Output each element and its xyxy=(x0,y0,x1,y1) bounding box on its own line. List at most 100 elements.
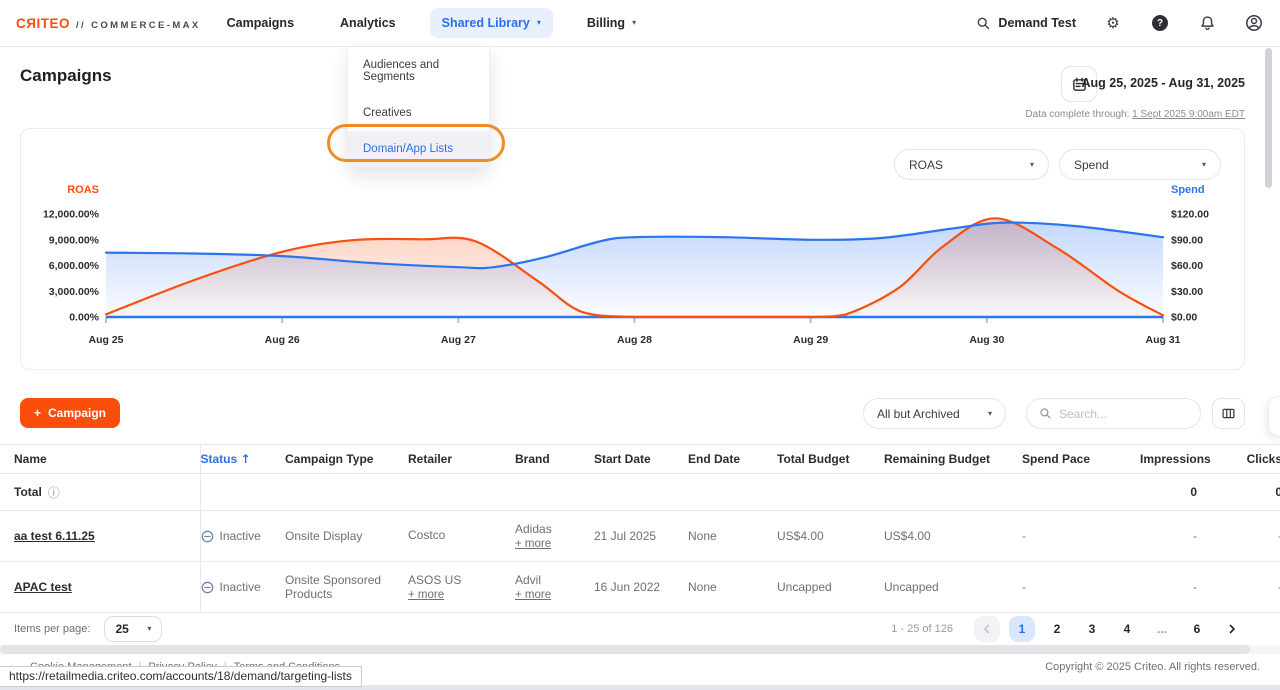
copyright-text: Copyright © 2025 Criteo. All rights rese… xyxy=(1045,661,1260,673)
menu-item-creatives[interactable]: Creatives xyxy=(363,107,412,119)
col-header-name[interactable]: Name xyxy=(0,444,201,474)
col-header-end-date[interactable]: End Date xyxy=(688,444,777,474)
svg-text:Aug 26: Aug 26 xyxy=(265,334,300,346)
performance-chart-card: 12,000.00% 9,000.00% 6,000.00% 3,000.00% 0.0… xyxy=(20,128,1245,370)
sort-asc-icon: ↑ xyxy=(240,452,251,466)
svg-text:Aug 29: Aug 29 xyxy=(793,334,828,346)
status-filter-select[interactable]: All but Archived ▾ xyxy=(863,398,1006,429)
total-clicks: 0 xyxy=(1217,473,1280,511)
column-settings-button[interactable] xyxy=(1212,398,1245,429)
col-header-remaining-budget[interactable]: Remaining Budget xyxy=(884,444,1022,474)
shared-library-menu: Audiences and Segments Creatives Domain/… xyxy=(347,47,490,168)
account-icon xyxy=(1246,15,1262,31)
horizontal-scrollbar-thumb[interactable] xyxy=(0,645,1250,654)
help-button[interactable]: ? xyxy=(1150,13,1170,33)
chevron-down-icon: ▾ xyxy=(536,18,541,27)
status-label: Inactive xyxy=(219,580,261,594)
impressions-cell: - xyxy=(1140,510,1217,562)
svg-text:3,000.00%: 3,000.00% xyxy=(49,286,100,298)
svg-text:12,000.00%: 12,000.00% xyxy=(43,209,100,221)
menu-item-domain-app-lists[interactable]: Domain/App Lists xyxy=(348,131,489,167)
remaining-budget-cell: US$4.00 xyxy=(884,510,1022,562)
horizontal-scrollbar[interactable] xyxy=(0,645,1280,654)
prev-page-button[interactable] xyxy=(974,615,1000,642)
info-icon[interactable]: ⓘ xyxy=(47,485,60,500)
data-complete-note: Data complete through: 1 Sept 2025 9:00a… xyxy=(1025,109,1245,120)
campaign-name-link[interactable]: aa test 6.11.25 xyxy=(14,529,95,543)
svg-text:Aug 25: Aug 25 xyxy=(88,334,123,346)
date-range-value[interactable]: Aug 25, 2025 - Aug 31, 2025 xyxy=(1081,76,1245,90)
chevron-right-icon xyxy=(1229,624,1235,633)
svg-text:$30.00: $30.00 xyxy=(1171,286,1203,298)
campaign-type-cell: Onsite Display xyxy=(285,510,408,562)
col-header-start-date[interactable]: Start Date xyxy=(594,444,688,474)
gear-icon: ⚙ xyxy=(1106,14,1120,32)
page-button-3[interactable]: 3 xyxy=(1088,621,1096,636)
table-row: APAC test Inactive Onsite Sponsored Prod… xyxy=(0,561,1280,613)
settings-button[interactable]: ⚙ xyxy=(1103,13,1123,33)
page-button-4[interactable]: 4 xyxy=(1123,621,1131,636)
remaining-budget-cell: Uncapped xyxy=(884,561,1022,613)
profile-button[interactable] xyxy=(1244,13,1264,33)
col-header-impressions[interactable]: Impressions xyxy=(1140,444,1217,474)
table-header-row: Name Status ↑ Campaign Type Retailer Bra… xyxy=(0,444,1280,474)
nav-item-shared-library[interactable]: Shared Library ▾ xyxy=(429,8,553,38)
page-ellipsis: ... xyxy=(1156,621,1167,636)
new-campaign-button[interactable]: + Campaign xyxy=(20,398,120,428)
col-header-clicks[interactable]: Clicks xyxy=(1217,444,1280,474)
nav-item-campaigns[interactable]: Campaigns xyxy=(226,16,295,30)
page-button-6[interactable]: 6 xyxy=(1193,621,1201,636)
svg-text:0.00%: 0.00% xyxy=(69,312,99,324)
total-budget-cell: Uncapped xyxy=(777,561,884,613)
svg-text:ROAS: ROAS xyxy=(67,184,99,196)
svg-text:6,000.00%: 6,000.00% xyxy=(49,260,100,272)
data-complete-link[interactable]: 1 Sept 2025 9:00am EDT xyxy=(1132,109,1245,120)
col-header-campaign-type[interactable]: Campaign Type xyxy=(285,444,408,474)
col-header-retailer[interactable]: Retailer xyxy=(408,444,515,474)
nav-item-billing[interactable]: Billing ▾ xyxy=(586,16,637,30)
clicks-cell: - xyxy=(1217,561,1280,613)
account-search[interactable]: Demand Test xyxy=(976,16,1076,31)
table-search xyxy=(1026,398,1201,429)
brand-more-link[interactable]: + more xyxy=(515,538,552,550)
notifications-button[interactable] xyxy=(1197,13,1217,33)
inactive-status-icon xyxy=(201,530,213,542)
brand-cell: Adidas + more xyxy=(515,510,594,562)
retailer-cell: Costco xyxy=(408,510,515,562)
col-header-status[interactable]: Status ↑ xyxy=(200,444,285,474)
criteo-logo[interactable]: CЯITEO // COMMERCE-MAX xyxy=(16,16,201,31)
start-date-cell: 16 Jun 2022 xyxy=(594,561,688,613)
table-row: aa test 6.11.25 Inactive Onsite Display … xyxy=(0,510,1280,562)
page-button-1[interactable]: 1 xyxy=(1009,615,1035,642)
items-per-page-select[interactable]: 25 ▾ xyxy=(104,615,163,642)
nav-item-analytics[interactable]: Analytics xyxy=(340,16,396,30)
top-nav: CЯITEO // COMMERCE-MAX Campaigns Analyti… xyxy=(0,0,1280,47)
right-metric-select[interactable]: Spend ▾ xyxy=(1059,149,1221,180)
chevron-down-icon: ▾ xyxy=(632,18,637,27)
col-header-spend-pace[interactable]: Spend Pace xyxy=(1022,444,1140,474)
next-page-button[interactable] xyxy=(1219,616,1245,642)
svg-text:9,000.00%: 9,000.00% xyxy=(49,234,100,246)
svg-text:Spend: Spend xyxy=(1171,184,1205,196)
chevron-down-icon: ▾ xyxy=(147,623,152,633)
date-picker-button[interactable] xyxy=(1061,66,1097,102)
chevron-left-icon xyxy=(984,624,990,633)
brand-more-link[interactable]: + more xyxy=(515,589,552,601)
bell-icon xyxy=(1200,15,1214,30)
clipped-edge-button[interactable] xyxy=(1268,396,1280,436)
left-metric-select[interactable]: ROAS ▾ xyxy=(894,149,1049,180)
vertical-scrollbar-thumb[interactable] xyxy=(1265,48,1272,188)
page-button-2[interactable]: 2 xyxy=(1053,621,1061,636)
search-input[interactable] xyxy=(1059,406,1179,421)
menu-item-audiences-and-segments[interactable]: Audiences and Segments xyxy=(363,59,440,83)
search-icon xyxy=(978,17,990,29)
retailer-more-link[interactable]: + more xyxy=(408,589,445,601)
window-edge xyxy=(0,685,1280,690)
spend-pace-cell: - xyxy=(1022,510,1140,562)
col-header-total-budget[interactable]: Total Budget xyxy=(777,444,884,474)
svg-text:Aug 27: Aug 27 xyxy=(441,334,476,346)
campaign-name-link[interactable]: APAC test xyxy=(14,580,72,594)
col-header-brand[interactable]: Brand xyxy=(515,444,594,474)
calendar-icon xyxy=(1072,77,1086,91)
